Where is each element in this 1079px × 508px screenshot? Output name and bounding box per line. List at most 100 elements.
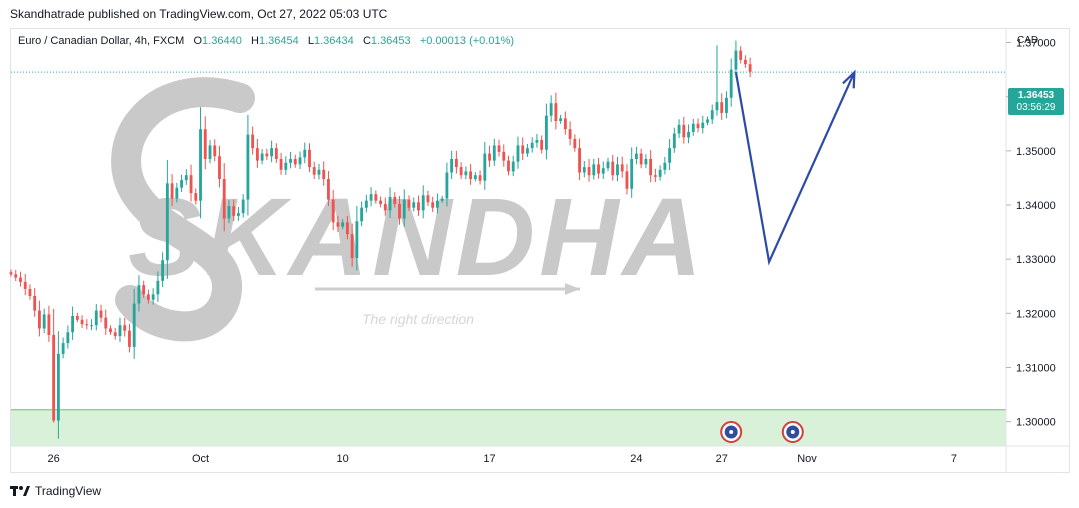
candle-body xyxy=(123,325,127,331)
candle-body xyxy=(535,140,539,143)
candle xyxy=(393,192,397,208)
candle xyxy=(407,195,411,212)
candle xyxy=(251,126,255,155)
candle-body xyxy=(601,168,605,174)
currency-label[interactable]: CAD xyxy=(1017,35,1039,46)
candle-body xyxy=(151,294,155,300)
candle-body xyxy=(658,169,662,177)
candle-body xyxy=(431,202,435,208)
candle xyxy=(241,194,245,218)
candle xyxy=(56,331,60,439)
candle-body xyxy=(530,142,534,149)
low-label: L xyxy=(307,35,314,47)
watermark-logo: SKANDHA The right direction xyxy=(111,77,702,342)
tradingview-footer[interactable]: TradingView xyxy=(10,484,101,498)
candle-body xyxy=(255,148,259,161)
candle-body xyxy=(33,295,37,311)
candle-body xyxy=(355,221,359,259)
candle xyxy=(507,155,510,176)
candle xyxy=(559,114,563,124)
candle xyxy=(691,118,695,136)
candle xyxy=(644,154,648,169)
candle xyxy=(454,150,458,174)
candle xyxy=(421,185,425,219)
economic-event-icon[interactable] xyxy=(720,421,743,443)
candle-body xyxy=(653,175,657,177)
candle-body xyxy=(80,319,84,325)
candle xyxy=(23,274,27,296)
candle-body xyxy=(194,193,198,201)
candle-body xyxy=(184,175,188,181)
candle xyxy=(459,162,463,180)
change-value: +0.00013 (+0.01%) xyxy=(419,35,515,47)
candle-body xyxy=(161,260,165,281)
candle-body xyxy=(473,175,477,180)
candle-body xyxy=(327,179,330,200)
candle xyxy=(345,215,349,240)
candles-layer xyxy=(9,40,752,439)
candle-body xyxy=(691,123,695,132)
candle xyxy=(402,189,406,227)
candle-body xyxy=(526,148,529,154)
candle xyxy=(417,195,420,216)
candle xyxy=(492,138,496,166)
candle-body xyxy=(706,119,709,123)
candle xyxy=(687,124,690,144)
candle-body xyxy=(611,161,615,176)
candle-body xyxy=(142,285,146,295)
candle-body xyxy=(23,281,27,289)
candle-body xyxy=(208,145,212,159)
candle xyxy=(298,151,302,170)
candle-body xyxy=(407,199,411,208)
open-label: O xyxy=(193,35,203,47)
candle-body xyxy=(113,332,117,337)
candle-body xyxy=(118,325,122,337)
candle xyxy=(568,121,572,146)
candle xyxy=(123,317,127,337)
candle xyxy=(369,187,373,207)
candle-body xyxy=(497,145,501,152)
candle-body xyxy=(578,148,581,173)
price-tick-label: 1.33000 xyxy=(1016,254,1056,266)
candle-body xyxy=(322,169,326,180)
candle xyxy=(388,187,392,218)
candle xyxy=(232,199,236,222)
candle-body xyxy=(308,149,311,168)
candle-body xyxy=(364,200,368,208)
candle-body xyxy=(42,314,46,329)
last-price-value: 1.36453 xyxy=(1017,90,1055,101)
candle xyxy=(635,146,638,165)
candle xyxy=(616,156,619,182)
candle-body xyxy=(146,294,150,300)
candle-body xyxy=(587,167,591,176)
economic-event-icon[interactable] xyxy=(781,421,804,443)
candle xyxy=(483,142,487,190)
support-zone xyxy=(11,409,1006,446)
candle-body xyxy=(137,285,141,304)
candle xyxy=(672,127,676,153)
candle xyxy=(412,197,416,212)
candle-body xyxy=(66,332,70,344)
symbol-title[interactable]: Euro / Canadian Dollar, 4h, FXCM xyxy=(18,35,185,47)
candle xyxy=(146,289,150,304)
candle-body xyxy=(303,149,307,158)
candle xyxy=(113,327,117,340)
candle-body xyxy=(388,196,392,211)
axes-layer: 1.370001.360001.350001.340001.330001.320… xyxy=(11,29,1069,472)
candle-body xyxy=(345,222,349,235)
candle-body xyxy=(104,317,108,329)
price-tick-label: 1.32000 xyxy=(1016,308,1056,320)
candle-body xyxy=(563,118,567,130)
candle-body xyxy=(748,64,752,72)
ohlc-legend: Euro / Canadian Dollar, 4h, FXCM O1.3644… xyxy=(18,35,514,47)
candle xyxy=(573,134,577,152)
candle xyxy=(99,304,103,323)
candle-body xyxy=(582,167,586,173)
last-price-badge: 1.36453 03:56:29 xyxy=(1008,88,1064,115)
candle-body xyxy=(559,118,563,122)
candle xyxy=(653,168,657,183)
candle xyxy=(677,119,681,139)
candle-body xyxy=(109,328,112,333)
candle-body xyxy=(568,129,572,139)
